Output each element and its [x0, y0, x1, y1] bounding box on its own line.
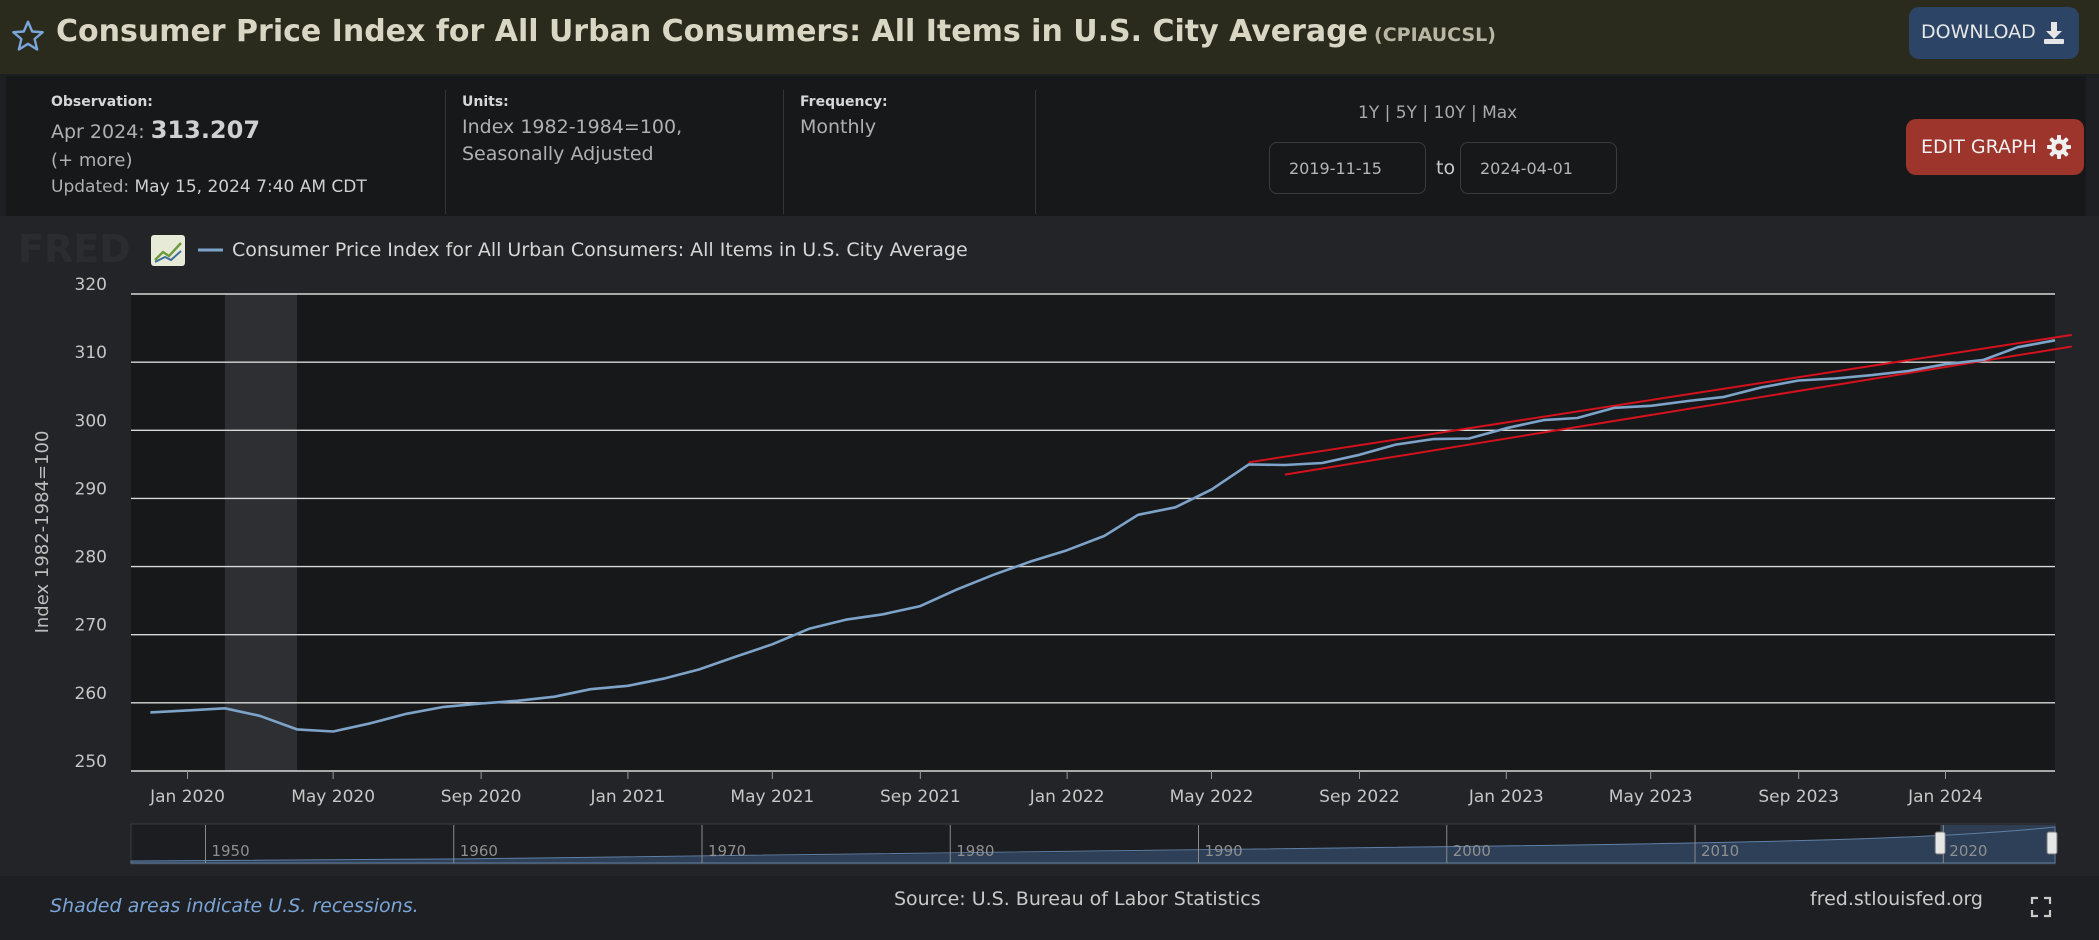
y-tick-label: 290 [75, 479, 107, 499]
trend-line [1248, 333, 2072, 464]
recession-note: Shaded areas indicate U.S. recessions. [50, 895, 419, 917]
start-date-input[interactable]: 2019-11-15 [1269, 142, 1426, 194]
x-tick-label: Jan 2024 [1907, 787, 1983, 807]
legend-label: Consumer Price Index for All Urban Consu… [232, 239, 968, 261]
navigator-label: 1970 [708, 842, 746, 860]
range-separator: | [1384, 103, 1391, 123]
x-tick-label: May 2020 [291, 787, 375, 807]
units-label: Units: [462, 94, 509, 110]
site-link[interactable]: fred.stlouisfed.org [1810, 888, 1983, 910]
navigator-label: 2000 [1453, 842, 1491, 860]
end-date-input[interactable]: 2024-04-01 [1460, 142, 1617, 194]
page-title: Consumer Price Index for All Urban Consu… [56, 14, 1496, 49]
y-tick-label: 310 [75, 343, 107, 363]
range-5y-link[interactable]: 5Y [1395, 103, 1417, 123]
star-icon[interactable] [10, 18, 46, 54]
trend-line [1284, 345, 2073, 476]
observation-date: Apr 2024: [51, 121, 145, 143]
observation-label: Observation: [51, 94, 153, 110]
navigator-label: 1960 [460, 842, 498, 860]
x-tick-label: Sep 2021 [880, 787, 961, 807]
fred-watermark: FRED [18, 227, 131, 271]
navigator-handle [1934, 831, 1946, 855]
y-tick-label: 270 [75, 616, 107, 636]
series-meta: Observation: Apr 2024: 313.207 (+ more) … [6, 76, 2086, 216]
x-tick-label: Sep 2023 [1758, 787, 1839, 807]
series-line [150, 339, 2056, 733]
range-1y-link[interactable]: 1Y [1358, 103, 1380, 123]
download-label: DOWNLOAD [1921, 21, 2036, 43]
y-tick-label: 260 [75, 684, 107, 704]
chart-settings-icon[interactable] [151, 235, 185, 266]
x-tick-label: May 2021 [730, 787, 814, 807]
range-max-link[interactable]: Max [1482, 103, 1518, 123]
y-axis-label: Index 1982-1984=100 [32, 431, 53, 634]
range-links: 1Y | 5Y | 10Y | Max [1358, 103, 1517, 123]
updated-label: Updated: [51, 177, 130, 197]
y-tick-label: 280 [75, 548, 107, 568]
x-tick-label: Sep 2022 [1319, 787, 1400, 807]
recession-band [224, 294, 298, 771]
x-tick-label: Jan 2022 [1029, 787, 1105, 807]
y-tick-label: 250 [75, 752, 107, 772]
navigator-label: 2010 [1701, 842, 1739, 860]
x-tick-label: Jan 2020 [149, 787, 225, 807]
navigator-label: 1980 [956, 842, 994, 860]
frequency-value: Monthly [800, 116, 877, 138]
edit-graph-label: EDIT GRAPH [1921, 136, 2037, 158]
x-tick-label: May 2022 [1170, 787, 1254, 807]
frequency-label: Frequency: [800, 94, 888, 110]
source-note: Source: U.S. Bureau of Labor Statistics [894, 888, 1261, 910]
gear-icon [2047, 135, 2071, 159]
range-separator: | [1422, 103, 1429, 123]
units-line-2: Seasonally Adjusted [462, 143, 654, 165]
range-10y-link[interactable]: 10Y [1433, 103, 1466, 123]
y-tick-label: 300 [75, 411, 107, 431]
range-separator: | [1470, 103, 1477, 123]
x-tick-label: Jan 2021 [590, 787, 666, 807]
divider [783, 90, 784, 214]
y-tick-label: 320 [75, 275, 107, 295]
x-tick-label: May 2023 [1609, 787, 1693, 807]
navigator-handle [2046, 831, 2058, 855]
divider [445, 90, 446, 214]
navigator-label: 2020 [1949, 842, 1987, 860]
chart: FRED Consumer Price Index for All Urban … [0, 216, 2099, 876]
x-tick-label: Jan 2023 [1468, 787, 1544, 807]
edit-graph-button[interactable]: EDIT GRAPH [1906, 119, 2084, 175]
units-line-1: Index 1982-1984=100, [462, 116, 683, 138]
to-label: to [1436, 157, 1456, 179]
fullscreen-icon[interactable] [2030, 896, 2052, 918]
download-button[interactable]: DOWNLOAD [1909, 7, 2079, 59]
plot-area [131, 294, 2055, 771]
navigator-label: 1950 [211, 842, 249, 860]
range-navigator[interactable]: 1950 1960 1970 1980 1990 2000 2010 2020 [130, 823, 2058, 865]
navigator-label: 1990 [1205, 842, 1243, 860]
x-tick-label: Sep 2020 [441, 787, 522, 807]
series-title: Consumer Price Index for All Urban Consu… [56, 14, 1369, 49]
updated-value: May 15, 2024 7:40 AM CDT [134, 177, 367, 197]
updated: Updated: May 15, 2024 7:40 AM CDT [51, 177, 367, 197]
observation-value: 313.207 [150, 116, 261, 144]
divider [1035, 90, 1036, 214]
more-link[interactable]: (+ more) [51, 150, 133, 171]
download-icon [2044, 22, 2064, 44]
series-code: (CPIAUCSL) [1374, 24, 1496, 46]
observation: Apr 2024: 313.207 [51, 116, 260, 144]
title-bar: Consumer Price Index for All Urban Consu… [0, 0, 2099, 74]
